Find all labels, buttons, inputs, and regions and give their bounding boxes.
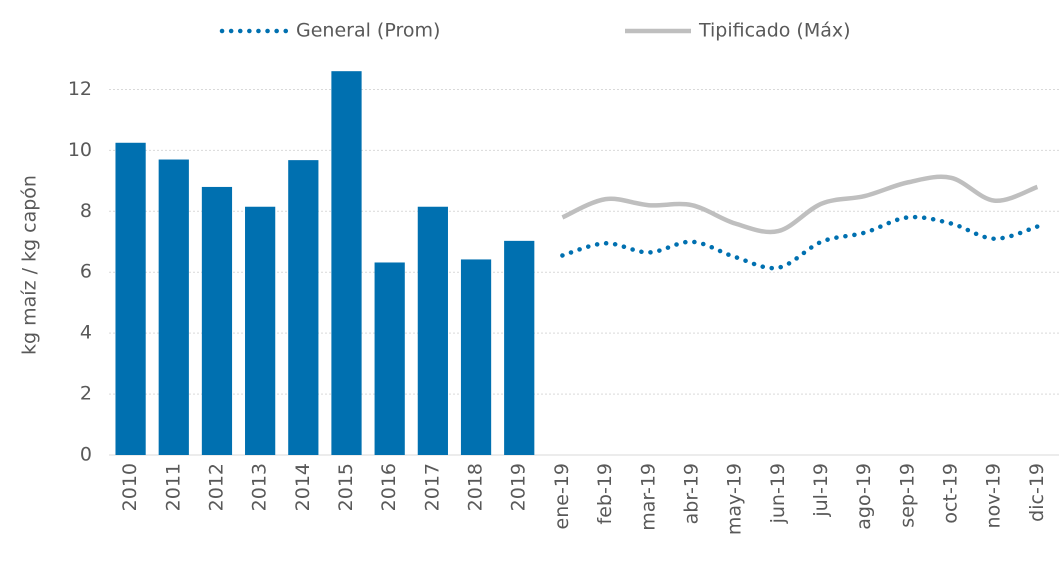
x-tick-label: dic-19 xyxy=(1026,463,1048,522)
bar xyxy=(374,262,405,455)
x-tick-label: 2014 xyxy=(292,463,314,511)
x-tick-label: 2019 xyxy=(508,463,530,511)
line xyxy=(561,174,1039,235)
legend-label: General (Prom) xyxy=(296,20,440,42)
y-tick-label: 0 xyxy=(80,444,92,466)
bar xyxy=(201,186,233,455)
y-tick-label: 8 xyxy=(80,200,92,222)
x-tick-label: abr-19 xyxy=(680,463,702,524)
x-tick-label: 2017 xyxy=(421,463,443,511)
y-tick-label: 6 xyxy=(80,261,92,283)
x-tick-label: oct-19 xyxy=(940,463,962,524)
legend-label: Tipificado (Máx) xyxy=(698,20,851,42)
x-tick-label: mar-19 xyxy=(637,463,659,531)
bar xyxy=(417,206,448,455)
x-tick-label: 2010 xyxy=(119,463,141,511)
bar xyxy=(288,160,319,455)
x-tick-label: may-19 xyxy=(724,463,746,535)
x-tick-label: sep-19 xyxy=(896,463,918,528)
bar xyxy=(245,206,276,455)
bar xyxy=(158,159,189,455)
bar xyxy=(115,142,146,455)
bar xyxy=(331,71,362,455)
x-tick-label: 2018 xyxy=(465,463,487,511)
x-tick-label: 2016 xyxy=(378,463,400,511)
x-tick-label: 2011 xyxy=(162,463,184,511)
x-tick-label: jul-19 xyxy=(810,463,832,518)
y-tick-label: 2 xyxy=(80,383,92,405)
x-tick-label: ene-19 xyxy=(551,463,573,529)
bar xyxy=(460,259,492,455)
x-tick-label: 2012 xyxy=(205,463,227,511)
y-axis-label: kg maíz / kg capón xyxy=(19,175,41,355)
x-tick-label: jun-19 xyxy=(767,463,789,524)
x-tick-label: nov-19 xyxy=(983,463,1005,528)
x-tick-label: feb-19 xyxy=(594,463,616,524)
x-tick-label: ago-19 xyxy=(853,463,875,530)
bar xyxy=(504,240,535,455)
y-tick-label: 12 xyxy=(68,78,92,100)
line xyxy=(560,214,1040,271)
x-tick-label: 2015 xyxy=(335,463,357,511)
x-tick-label: 2013 xyxy=(249,463,271,511)
y-tick-label: 10 xyxy=(68,139,92,161)
y-tick-label: 4 xyxy=(80,322,92,344)
